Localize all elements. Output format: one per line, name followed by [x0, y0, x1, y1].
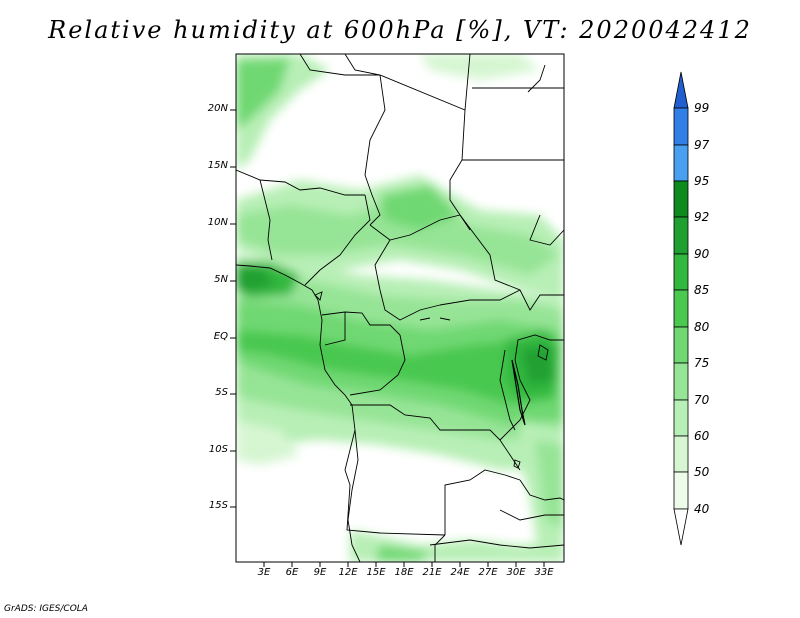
- lat-label: 10N: [207, 217, 228, 228]
- colorbar-label: 92: [694, 210, 710, 224]
- colorbar-segment: [673, 144, 689, 182]
- border: [259, 179, 273, 261]
- border: [299, 54, 380, 76]
- colorbar-segment-below-40: [673, 508, 689, 546]
- lake: [511, 359, 526, 426]
- border: [527, 64, 546, 93]
- lake: [419, 317, 451, 321]
- humidity-region: [380, 185, 460, 230]
- border: [429, 539, 564, 549]
- border: [374, 239, 441, 321]
- colorbar-segment: [673, 180, 689, 218]
- colorbar-segment: [673, 289, 689, 328]
- humidity-region: [236, 190, 560, 275]
- colorbar-label: 95: [694, 174, 710, 188]
- lon-label: 18E: [394, 567, 414, 578]
- lat-label: 20N: [207, 103, 228, 114]
- humidity-region: [520, 345, 555, 385]
- colorbar-label: 97: [694, 138, 710, 152]
- colorbar-label: 60: [694, 429, 710, 443]
- humidity-region: [236, 420, 300, 465]
- humidity-region: [535, 440, 564, 530]
- border: [304, 194, 371, 286]
- humidity-region: [236, 58, 290, 130]
- colorbar-segment: [673, 471, 689, 510]
- lat-label: EQ: [213, 331, 228, 342]
- border: [439, 289, 521, 306]
- lat-label: 5S: [215, 387, 228, 398]
- lake: [314, 291, 323, 301]
- humidity-region: [420, 54, 540, 80]
- colorbar-segment: [673, 216, 689, 255]
- lon-label: 30E: [506, 567, 526, 578]
- colorbar-segment-above-99: [673, 71, 689, 109]
- lon-tick-marks: [263, 562, 545, 567]
- lon-label: 33E: [534, 567, 554, 578]
- lon-label: 15E: [366, 567, 386, 578]
- border: [321, 311, 401, 336]
- lon-label: 27E: [478, 567, 498, 578]
- border: [444, 469, 521, 535]
- border: [499, 349, 516, 431]
- colorbar-label: 85: [694, 283, 710, 297]
- country-borders: [236, 54, 564, 562]
- chart-title: Relative humidity at 600hPa [%], VT: 202…: [48, 16, 752, 44]
- lat-label: 15S: [208, 500, 228, 511]
- colorbar-segment: [673, 362, 689, 401]
- colorbar-segment: [673, 326, 689, 364]
- lake: [537, 344, 549, 361]
- colorbar-label: 40: [694, 502, 710, 516]
- border: [369, 214, 564, 311]
- colorbar-segment: [673, 399, 689, 437]
- colorbar-label: 99: [694, 101, 710, 115]
- colorbar-label: 75: [694, 356, 710, 370]
- humidity-region: [375, 545, 430, 562]
- colorbar-label: 70: [694, 393, 710, 407]
- colorbar-segment: [673, 107, 689, 146]
- humidity-region: [236, 330, 560, 405]
- colorbar-label: 50: [694, 465, 710, 479]
- lon-label: 12E: [338, 567, 358, 578]
- colorbar-segment: [673, 253, 689, 291]
- lat-label: 5N: [214, 274, 228, 285]
- lon-label: 9E: [313, 567, 327, 578]
- border: [519, 479, 564, 501]
- colorbar-label: 80: [694, 320, 710, 334]
- border: [499, 334, 564, 441]
- humidity-region: [236, 268, 275, 292]
- lat-label: 10S: [208, 444, 228, 455]
- lat-tick-marks: [230, 109, 236, 508]
- colorbar-label: 90: [694, 247, 710, 261]
- coastline: [236, 264, 361, 562]
- lat-label: 15N: [207, 160, 228, 171]
- colorbar: [673, 71, 689, 546]
- lon-label: 6E: [285, 567, 299, 578]
- lake: [513, 459, 521, 469]
- lon-label: 3E: [257, 567, 271, 578]
- border: [344, 429, 446, 536]
- border: [349, 334, 406, 396]
- lon-label: 21E: [422, 567, 442, 578]
- lon-label: 24E: [450, 567, 470, 578]
- border: [324, 312, 346, 346]
- humidity-field: [236, 54, 564, 562]
- colorbar-segment: [673, 435, 689, 473]
- border: [344, 54, 386, 226]
- credit-text: GrADS: IGES/COLA: [4, 604, 88, 614]
- border: [499, 509, 564, 521]
- border: [350, 404, 521, 471]
- border: [434, 534, 446, 562]
- map-frame: [235, 53, 565, 563]
- border: [529, 214, 564, 246]
